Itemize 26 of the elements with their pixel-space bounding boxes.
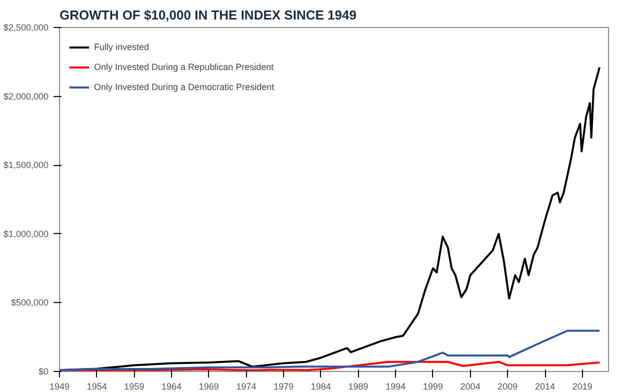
y-tick-label: $0 — [38, 366, 49, 376]
y-tick-label: $1,500,000 — [3, 160, 49, 170]
x-tick-label: 1949 — [49, 382, 70, 392]
legend-label: Only Invested During a Republican President — [94, 62, 274, 72]
x-tick-label: 2014 — [535, 382, 556, 392]
x-tick-label: 2019 — [572, 382, 592, 392]
y-tick-label: $2,500,000 — [3, 22, 49, 32]
y-tick-label: $2,000,000 — [3, 91, 49, 102]
x-tick-label: 1969 — [198, 382, 219, 392]
line-series — [60, 330, 601, 372]
legend-label: Only Invested During a Democratic President — [94, 82, 274, 92]
x-tick-label: 1964 — [162, 382, 182, 392]
x-tick-label: 1994 — [386, 382, 406, 392]
y-tick-label: $500,000 — [10, 298, 49, 308]
x-tick-label: 1999 — [422, 382, 443, 392]
x-tick-label: 1984 — [310, 382, 331, 392]
x-tick-label: 1954 — [86, 382, 107, 392]
x-tick-label: 1989 — [348, 382, 368, 392]
y-tick-label: $1,000,000 — [3, 228, 49, 239]
x-tick-label: 1979 — [274, 382, 294, 392]
x-tick-label: 1974 — [236, 382, 256, 392]
x-tick-label: 1959 — [124, 382, 144, 392]
legend-label: Fully invested — [94, 42, 150, 52]
x-tick-label: 2009 — [498, 382, 518, 392]
chart-title: GROWTH OF $10,000 IN THE INDEX SINCE 1949 — [60, 8, 356, 22]
x-tick-label: 2004 — [460, 382, 480, 392]
